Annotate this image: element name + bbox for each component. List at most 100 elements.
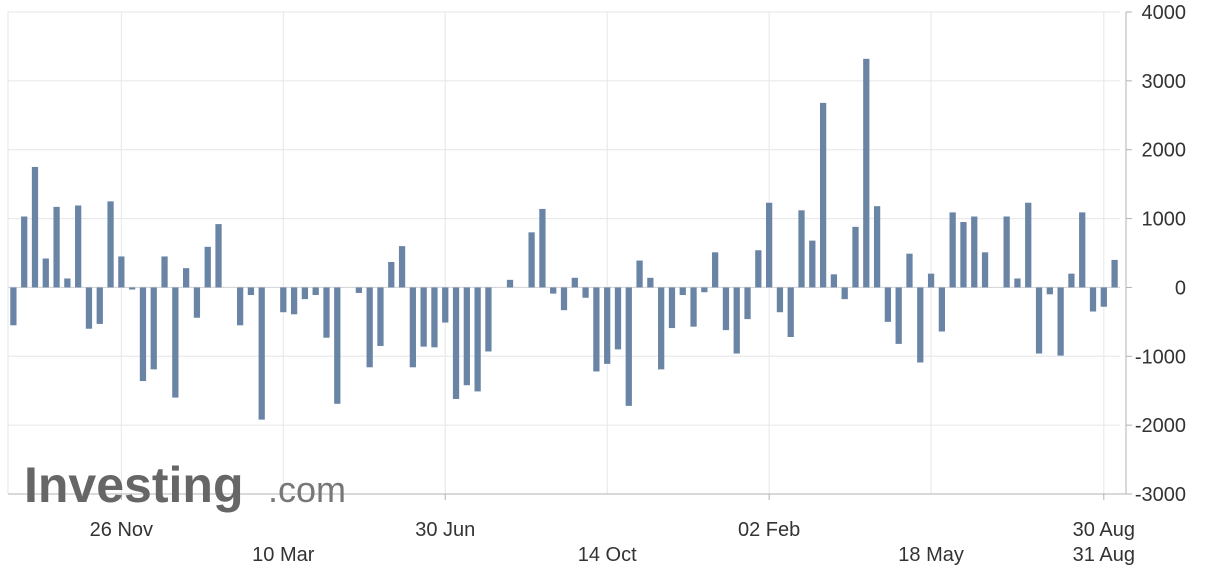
- bar: [1003, 216, 1010, 288]
- bar: [658, 287, 665, 370]
- logo-wordmark: Investing: [24, 457, 243, 513]
- bar: [442, 287, 449, 323]
- bar: [776, 287, 784, 313]
- x-axis: 26 Nov 30 Jun 02 Feb 30 Aug 10 Mar 14 Oct 18 M…: [90, 494, 1135, 566]
- bar: [863, 58, 870, 288]
- bar: [1089, 287, 1097, 312]
- bar: [604, 287, 611, 364]
- bar: [204, 246, 211, 288]
- y-axis: 4000 3000 2000 1000 0 -1000 -2000 -3000: [8, 2, 1186, 506]
- bar: [765, 202, 773, 288]
- bar: [949, 212, 956, 288]
- bar: [733, 287, 740, 354]
- bar: [420, 287, 427, 347]
- bar: [614, 287, 622, 350]
- bar: [852, 226, 859, 288]
- bar: [323, 287, 330, 338]
- bar: [506, 279, 514, 288]
- y-tick-label: 0: [1175, 277, 1186, 299]
- bar: [1057, 287, 1064, 356]
- bar: [755, 250, 762, 288]
- bar: [1014, 278, 1021, 288]
- bar: [474, 287, 481, 392]
- bar: [1079, 212, 1086, 288]
- bar-series: [10, 58, 1118, 420]
- bar: [258, 287, 265, 420]
- bar: [593, 287, 600, 372]
- bar: [31, 166, 39, 288]
- bar: [1068, 273, 1075, 288]
- bar: [971, 216, 978, 288]
- bar: [431, 287, 438, 348]
- bar: [550, 287, 557, 294]
- bar: [53, 206, 60, 288]
- bar: [150, 287, 157, 370]
- bar: [96, 287, 103, 324]
- bar: [1046, 287, 1053, 295]
- y-tick-label: 4000: [1142, 2, 1187, 24]
- bar: [582, 287, 589, 298]
- bar: [377, 287, 384, 346]
- y-tick-label: -1000: [1135, 346, 1186, 368]
- bar: [830, 274, 838, 288]
- bar: [388, 261, 395, 288]
- bar: [452, 287, 460, 399]
- x-tick-label: 31 Aug: [1073, 544, 1135, 566]
- bar: [312, 287, 319, 296]
- bar: [398, 246, 406, 288]
- bar: [927, 273, 935, 288]
- x-tick-label: 30 Jun: [415, 519, 475, 541]
- bar: [10, 287, 17, 326]
- bar: [161, 256, 168, 288]
- y-tick-label: 2000: [1142, 140, 1187, 162]
- bar: [679, 287, 686, 296]
- bar: [107, 201, 114, 288]
- x-tick-label: 14 Oct: [578, 544, 637, 566]
- bar: [744, 287, 751, 320]
- bar: [787, 287, 794, 338]
- bar: [560, 287, 568, 311]
- bar: [884, 287, 892, 322]
- bar: [981, 252, 989, 288]
- bar: [172, 287, 179, 398]
- x-tick-label: 18 May: [898, 544, 964, 566]
- bar: [1025, 202, 1032, 288]
- logo-domain: .com: [268, 469, 346, 510]
- bar: [193, 287, 201, 318]
- bar: [647, 277, 654, 288]
- bar: [809, 240, 816, 288]
- bar: [722, 287, 730, 331]
- bar: [301, 287, 309, 300]
- bar: [668, 287, 676, 329]
- bar: [873, 206, 881, 288]
- y-tick-label: -2000: [1135, 415, 1186, 437]
- bar: [906, 253, 913, 288]
- bar: [895, 287, 902, 344]
- bar: [247, 287, 255, 296]
- bar: [118, 256, 125, 288]
- y-tick-label: 1000: [1142, 209, 1187, 231]
- bar: [1111, 259, 1118, 288]
- bar: [21, 216, 28, 288]
- x-tick-label: 30 Aug: [1073, 519, 1135, 541]
- investing-logo: Investing .com: [24, 457, 346, 513]
- bar: [366, 287, 373, 368]
- bar: [42, 258, 49, 288]
- bar: [1100, 287, 1107, 307]
- bar: [528, 232, 535, 288]
- y-tick-label: -3000: [1135, 484, 1186, 506]
- bar: [183, 268, 190, 288]
- bar: [1035, 287, 1043, 354]
- bar: [334, 287, 341, 404]
- bar: [290, 287, 298, 315]
- bar: [485, 287, 492, 352]
- bar: [139, 287, 147, 382]
- bar: [690, 287, 697, 327]
- bar: [625, 287, 632, 406]
- y-tick-label: 3000: [1142, 71, 1187, 93]
- bar: [236, 287, 244, 326]
- bar: [841, 287, 848, 300]
- bar: [571, 277, 578, 288]
